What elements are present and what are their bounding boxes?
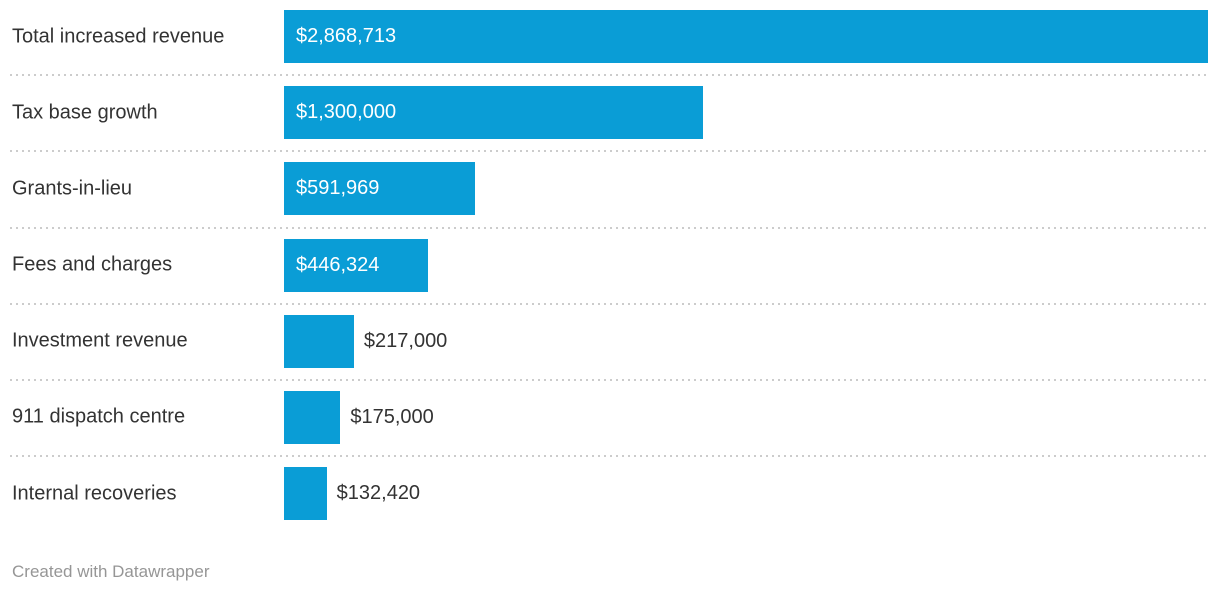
category-label: Tax base growth — [12, 101, 158, 124]
bar-value-label: $175,000 — [350, 405, 434, 428]
bar-value-label: $1,300,000 — [296, 101, 397, 124]
category-label: Total increased revenue — [12, 25, 225, 47]
category-label: Investment revenue — [12, 329, 188, 352]
bar-value-label: $446,324 — [296, 253, 380, 276]
bar-value-label: $132,420 — [336, 482, 421, 505]
bar-value-label: $2,868,713 — [296, 25, 397, 47]
row-separator — [10, 455, 1209, 458]
category-label: Internal recoveries — [12, 482, 177, 505]
category-label: 911 dispatch centre — [12, 405, 186, 428]
chart-row: Grants-in-lieu $591,969 — [0, 152, 1220, 229]
category-label: Grants-in-lieu — [12, 177, 133, 200]
bar — [284, 467, 327, 521]
chart-row: Internal recoveries $132,420 — [0, 457, 1220, 533]
bar: $446,324 — [284, 238, 428, 292]
bar-value-label: $591,969 — [296, 177, 380, 200]
row-separator — [10, 150, 1209, 153]
row-separator — [10, 74, 1209, 77]
chart-row: Total increased revenue $2,868,713 — [0, 0, 1220, 77]
chart-row: Investment revenue $217,000 — [0, 305, 1220, 381]
bar-value-label: $217,000 — [363, 329, 448, 352]
bar: $2,868,713 — [284, 10, 1208, 63]
bar — [284, 314, 354, 368]
chart-row: Fees and charges $446,324 — [0, 229, 1220, 305]
bar: $1,300,000 — [284, 86, 703, 140]
chart-rows: Total increased revenue $2,868,713 Tax b… — [0, 0, 1220, 533]
row-separator — [10, 378, 1209, 381]
chart-row: Tax base growth $1,300,000 — [0, 76, 1220, 153]
bar — [284, 390, 341, 444]
row-separator — [10, 226, 1209, 229]
row-separator — [10, 302, 1209, 305]
datawrapper-attribution-link[interactable]: Created with Datawrapper — [12, 562, 210, 581]
chart-row: 911 dispatch centre $175,000 — [0, 381, 1220, 458]
category-label: Fees and charges — [12, 253, 173, 276]
bar: $591,969 — [284, 162, 475, 216]
